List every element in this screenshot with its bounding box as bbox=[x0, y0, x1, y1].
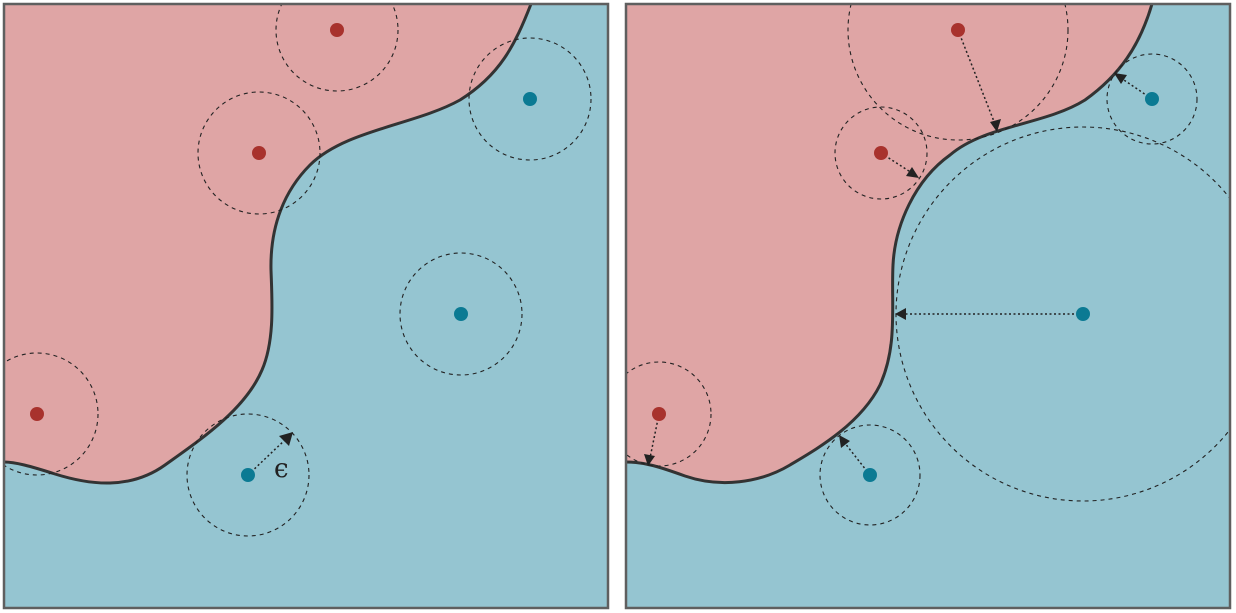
margin-ball bbox=[819, 424, 921, 526]
red-point bbox=[252, 146, 266, 160]
left-panel-frame bbox=[2, 2, 610, 610]
margin-arrows-right bbox=[644, 29, 1153, 476]
right-panel-frame bbox=[624, 2, 1232, 610]
blue-point bbox=[454, 307, 468, 321]
margin-ball bbox=[1106, 53, 1198, 145]
blue-point bbox=[241, 468, 255, 482]
arrow-head bbox=[1114, 73, 1127, 84]
red-point bbox=[30, 407, 44, 421]
margin-ball bbox=[834, 106, 928, 200]
data-points-right bbox=[652, 23, 1159, 482]
epsilon-balls-left bbox=[4, 4, 592, 537]
epsilon-ball bbox=[4, 352, 99, 476]
epsilon-ball bbox=[468, 37, 592, 161]
arrow-head bbox=[279, 432, 293, 446]
data-points-left bbox=[30, 23, 537, 482]
margin-ball bbox=[626, 361, 712, 467]
epsilon-label: ϵ bbox=[274, 454, 289, 484]
blue-point bbox=[523, 92, 537, 106]
arrow-head bbox=[644, 454, 655, 466]
red-region-left bbox=[4, 4, 531, 484]
arrow-head bbox=[895, 308, 906, 320]
red-point bbox=[874, 146, 888, 160]
epsilon-arrow-left bbox=[247, 432, 293, 476]
epsilon-ball bbox=[275, 4, 399, 92]
red-point bbox=[330, 23, 344, 37]
epsilon-ball bbox=[186, 413, 310, 537]
blue-point bbox=[863, 468, 877, 482]
arrow-head bbox=[839, 435, 850, 448]
red-point bbox=[951, 23, 965, 37]
right-panel bbox=[626, 4, 1230, 608]
blue-point bbox=[1145, 92, 1159, 106]
blue-point bbox=[1076, 307, 1090, 321]
arrow-head bbox=[990, 119, 1001, 132]
epsilon-ball bbox=[399, 252, 523, 376]
margin-arrow-line bbox=[649, 413, 660, 459]
left-panel: ϵ bbox=[4, 4, 608, 608]
margin-arrow-line bbox=[957, 29, 996, 125]
epsilon-ball bbox=[197, 91, 321, 215]
decision-boundary-right bbox=[626, 4, 1154, 485]
decision-boundary-left bbox=[4, 4, 533, 485]
margin-ball bbox=[847, 4, 1069, 141]
arrow-head bbox=[906, 167, 919, 178]
red-point bbox=[652, 407, 666, 421]
